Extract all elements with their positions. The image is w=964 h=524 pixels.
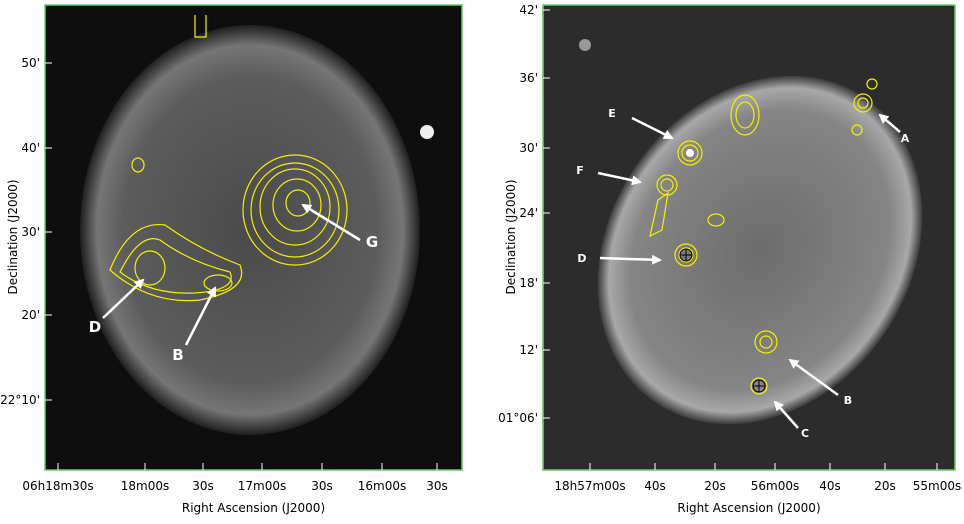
source-label: B xyxy=(844,394,852,407)
x-tick-label: 40s xyxy=(644,479,666,493)
x-axis-label: Right Ascension (J2000) xyxy=(677,501,820,515)
y-axis-label: Declination (J2000) xyxy=(504,179,518,294)
source-label: G xyxy=(366,233,378,251)
left-panel xyxy=(44,4,463,471)
y-axis-label: Declination (J2000) xyxy=(6,179,20,294)
x-tick-label: 40s xyxy=(819,479,841,493)
x-tick-label: 06h18m30s xyxy=(22,479,93,493)
y-tick-label: 20' xyxy=(21,308,40,322)
y-tick-label: 18' xyxy=(519,276,538,290)
y-tick-label: 30' xyxy=(21,225,40,239)
contours xyxy=(109,15,348,302)
y-tick-label: 50' xyxy=(21,56,40,70)
x-tick-label: 18h57m00s xyxy=(554,479,625,493)
x-tick-label: 55m00s xyxy=(913,479,961,493)
right-panel xyxy=(542,4,956,471)
x-tick-label: 18m00s xyxy=(121,479,169,493)
y-tick-label: 22°10' xyxy=(0,393,40,407)
contours xyxy=(649,78,878,395)
nebula xyxy=(80,25,420,435)
x-tick-label: 30s xyxy=(426,479,448,493)
y-tick-label: 12' xyxy=(519,343,538,357)
star xyxy=(579,39,591,51)
source-label: E xyxy=(608,107,616,120)
source-label: C xyxy=(801,427,809,440)
y-tick-label: 01°06' xyxy=(498,411,538,425)
x-tick-label: 30s xyxy=(192,479,214,493)
y-tick-label: 36' xyxy=(519,71,538,85)
x-tick-label: 16m00s xyxy=(358,479,406,493)
nebula xyxy=(597,75,923,425)
x-tick-label: 20s xyxy=(874,479,896,493)
source-label: F xyxy=(576,164,584,177)
source-label: D xyxy=(89,318,101,336)
y-tick-label: 24' xyxy=(519,206,538,220)
y-tick-label: 40' xyxy=(21,141,40,155)
x-axis-label: Right Ascension (J2000) xyxy=(182,501,325,515)
x-tick-label: 56m00s xyxy=(751,479,799,493)
x-tick-label: 20s xyxy=(704,479,726,493)
source-label: D xyxy=(577,252,586,265)
source-label: B xyxy=(172,346,183,364)
y-tick-label: 42' xyxy=(519,3,538,17)
x-tick-label: 30s xyxy=(311,479,333,493)
star xyxy=(420,125,434,139)
source-label: A xyxy=(901,132,910,145)
y-tick-label: 30' xyxy=(519,141,538,155)
x-tick-label: 17m00s xyxy=(238,479,286,493)
